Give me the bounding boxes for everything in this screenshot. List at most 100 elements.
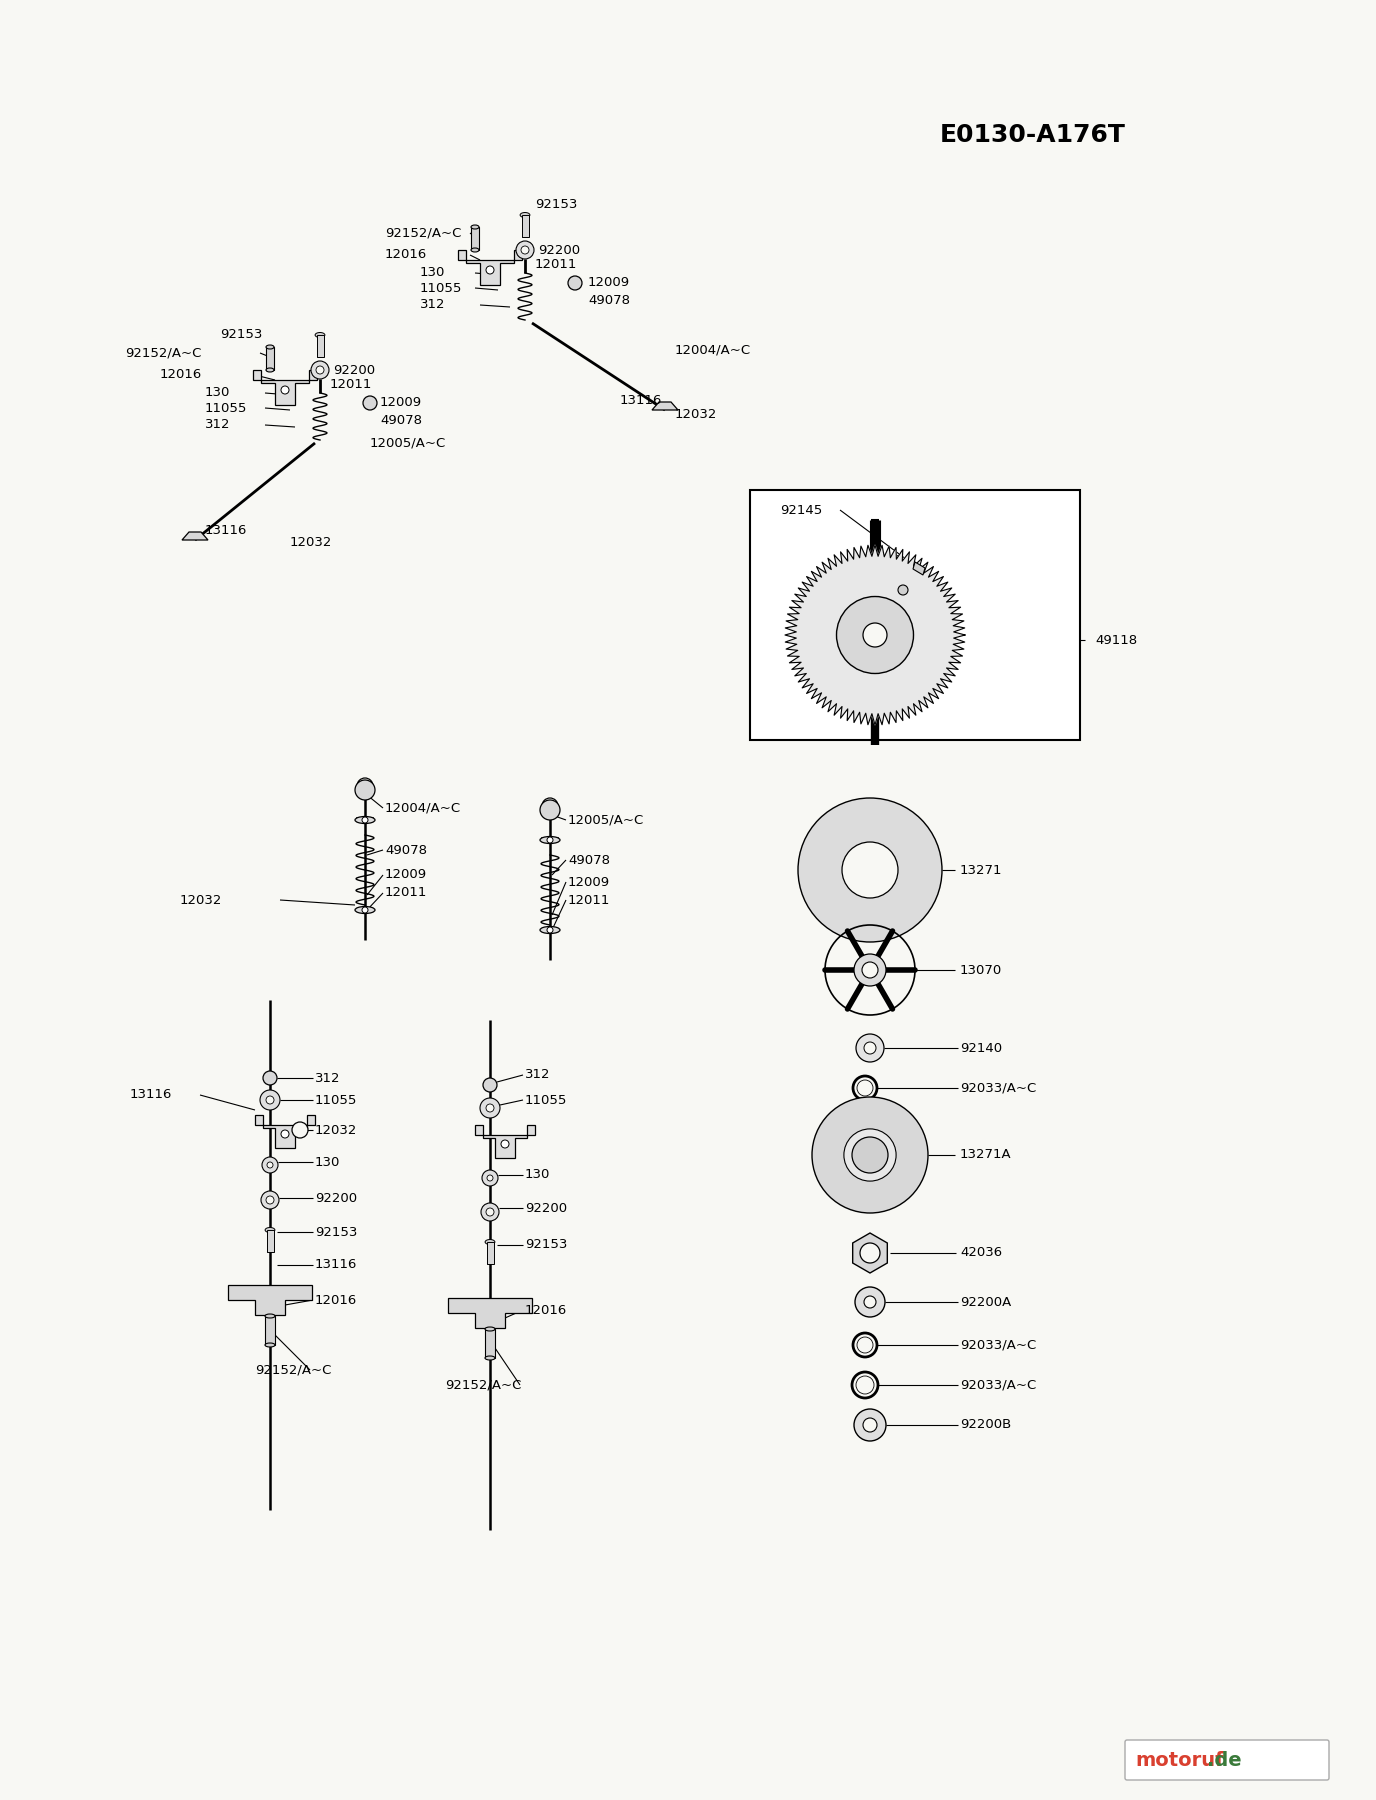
Text: 13116: 13116 <box>205 524 248 536</box>
Circle shape <box>362 907 367 913</box>
Text: 11055: 11055 <box>315 1093 358 1107</box>
Circle shape <box>482 1202 499 1220</box>
Polygon shape <box>449 1298 533 1328</box>
Circle shape <box>501 1139 509 1148</box>
Text: motoruf: motoruf <box>1135 1750 1223 1769</box>
Circle shape <box>483 1078 497 1093</box>
Text: 12032: 12032 <box>290 536 333 549</box>
Circle shape <box>487 1175 493 1181</box>
Ellipse shape <box>266 1228 275 1233</box>
Text: 92033/A~C: 92033/A~C <box>960 1082 1036 1094</box>
Text: 12032: 12032 <box>180 893 223 907</box>
Text: 12016: 12016 <box>385 248 428 261</box>
Text: 13271: 13271 <box>960 864 1003 877</box>
Text: 13116: 13116 <box>129 1089 172 1102</box>
Text: 92200: 92200 <box>526 1202 567 1215</box>
Circle shape <box>261 1192 279 1210</box>
Text: 11055: 11055 <box>205 401 248 414</box>
Ellipse shape <box>486 1240 495 1244</box>
Circle shape <box>798 797 943 941</box>
Text: 312: 312 <box>526 1069 550 1082</box>
Ellipse shape <box>471 248 479 252</box>
Circle shape <box>854 1409 886 1442</box>
Circle shape <box>860 1244 881 1264</box>
Ellipse shape <box>266 346 274 349</box>
Circle shape <box>854 954 886 986</box>
Bar <box>267 1229 274 1253</box>
Text: 92200A: 92200A <box>960 1296 1011 1309</box>
Circle shape <box>263 1071 277 1085</box>
Circle shape <box>837 596 914 673</box>
Circle shape <box>266 1096 274 1103</box>
Text: 12016: 12016 <box>160 369 202 382</box>
Text: 49078: 49078 <box>385 844 427 857</box>
Circle shape <box>854 1287 885 1318</box>
Circle shape <box>266 1195 274 1204</box>
Circle shape <box>311 362 329 380</box>
Polygon shape <box>914 562 925 574</box>
Text: 12016: 12016 <box>315 1294 358 1307</box>
Circle shape <box>281 1130 289 1138</box>
Text: 12011: 12011 <box>330 378 373 392</box>
Text: 12011: 12011 <box>535 259 578 272</box>
Text: 92153: 92153 <box>526 1238 567 1251</box>
Text: 12005/A~C: 12005/A~C <box>568 814 644 826</box>
Ellipse shape <box>520 212 530 218</box>
Text: 12004/A~C: 12004/A~C <box>676 344 751 356</box>
Text: 12009: 12009 <box>588 277 630 290</box>
Text: 49118: 49118 <box>1095 634 1137 646</box>
Polygon shape <box>255 1114 315 1148</box>
Circle shape <box>292 1121 308 1138</box>
Text: 49078: 49078 <box>568 853 610 866</box>
Circle shape <box>362 817 367 823</box>
Text: 92152/A~C: 92152/A~C <box>444 1379 522 1391</box>
Text: 130: 130 <box>315 1156 340 1168</box>
Text: 92140: 92140 <box>960 1042 1002 1055</box>
Circle shape <box>486 1208 494 1217</box>
Circle shape <box>856 1375 874 1393</box>
Circle shape <box>857 1080 872 1096</box>
Ellipse shape <box>266 367 274 373</box>
Text: 13116: 13116 <box>621 394 662 407</box>
Polygon shape <box>182 533 208 540</box>
Text: 13116: 13116 <box>315 1258 358 1271</box>
Polygon shape <box>652 401 678 410</box>
Text: 92200: 92200 <box>538 243 581 256</box>
Circle shape <box>516 241 534 259</box>
Ellipse shape <box>355 907 376 914</box>
Text: 92200: 92200 <box>315 1192 358 1204</box>
Text: E0130-A176T: E0130-A176T <box>940 122 1126 148</box>
Polygon shape <box>784 545 965 725</box>
Circle shape <box>522 247 528 254</box>
Ellipse shape <box>484 1355 495 1361</box>
Ellipse shape <box>471 225 479 229</box>
Circle shape <box>356 778 373 794</box>
Circle shape <box>316 365 323 374</box>
Ellipse shape <box>539 837 560 844</box>
Text: 92033/A~C: 92033/A~C <box>960 1339 1036 1352</box>
Circle shape <box>863 623 888 646</box>
Circle shape <box>548 927 553 932</box>
Text: 49078: 49078 <box>380 414 422 427</box>
Polygon shape <box>228 1285 312 1316</box>
Polygon shape <box>458 250 522 284</box>
Polygon shape <box>253 371 316 405</box>
Text: 13271A: 13271A <box>960 1148 1011 1161</box>
Circle shape <box>355 779 376 799</box>
Text: 92152/A~C: 92152/A~C <box>125 346 201 360</box>
Circle shape <box>542 797 559 814</box>
Ellipse shape <box>484 1327 495 1330</box>
Text: 13070: 13070 <box>960 963 1002 976</box>
Text: 12005/A~C: 12005/A~C <box>370 437 446 450</box>
Text: 49078: 49078 <box>588 293 630 306</box>
FancyBboxPatch shape <box>1126 1741 1329 1780</box>
Text: 42036: 42036 <box>960 1246 1002 1260</box>
Circle shape <box>260 1091 279 1111</box>
Circle shape <box>486 1103 494 1112</box>
Ellipse shape <box>355 817 376 824</box>
Text: 92153: 92153 <box>535 198 578 212</box>
Circle shape <box>482 1170 498 1186</box>
Text: 12032: 12032 <box>315 1123 358 1136</box>
Text: 12032: 12032 <box>676 409 717 421</box>
Bar <box>471 227 479 250</box>
